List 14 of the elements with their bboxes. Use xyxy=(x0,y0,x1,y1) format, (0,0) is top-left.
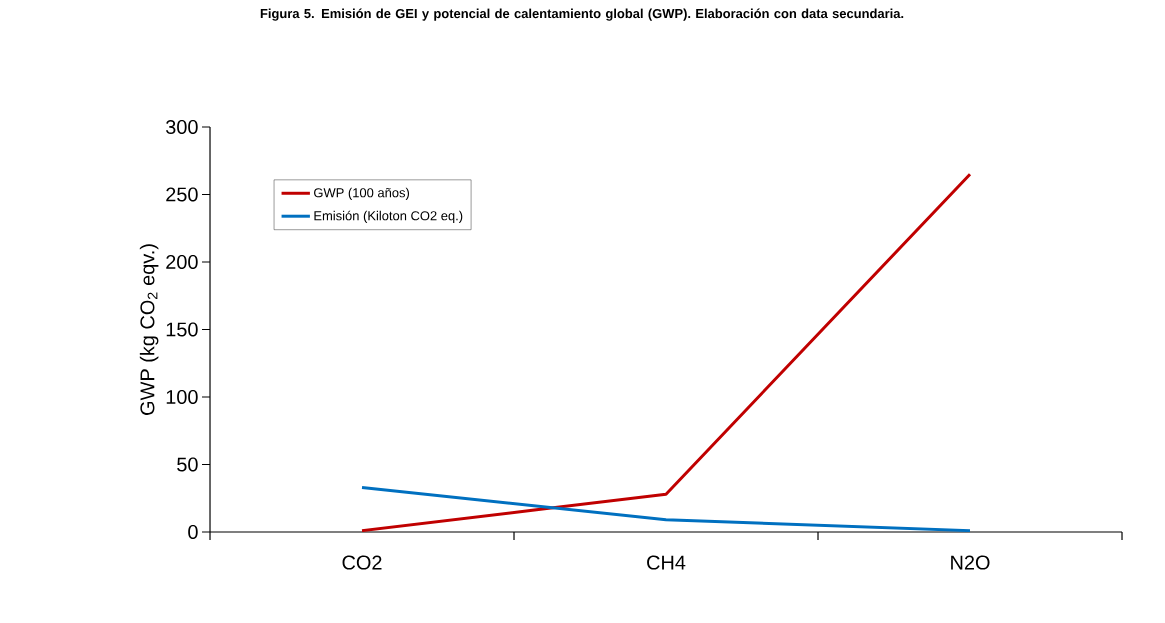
y-tick-label: 0 xyxy=(188,524,198,540)
chart-title: Figura 5. Emisión de GEI y potencial de calentamiento global (GWP). Elaboración con data secundaria. xyxy=(260,8,904,21)
y-tick-label: 50 xyxy=(177,457,198,472)
y-tick-label: 300 xyxy=(166,119,198,135)
x-tick-label: CO2 xyxy=(342,555,382,570)
y-tick-label: 100 xyxy=(166,389,198,405)
y-tick-label: 150 xyxy=(166,322,198,337)
y-axis-title: GWP (kg CO$_{2}$ eqv.) xyxy=(139,244,159,415)
y-tick-label: 200 xyxy=(166,254,198,270)
legend-label: Emisión (Kiloton CO2 eq.) xyxy=(314,210,463,223)
x-tick-label: CH4 xyxy=(647,555,686,570)
legend-label: GWP (100 años) xyxy=(314,187,410,200)
x-tick-label: N2O xyxy=(951,555,990,570)
y-tick-label: 250 xyxy=(166,187,198,202)
